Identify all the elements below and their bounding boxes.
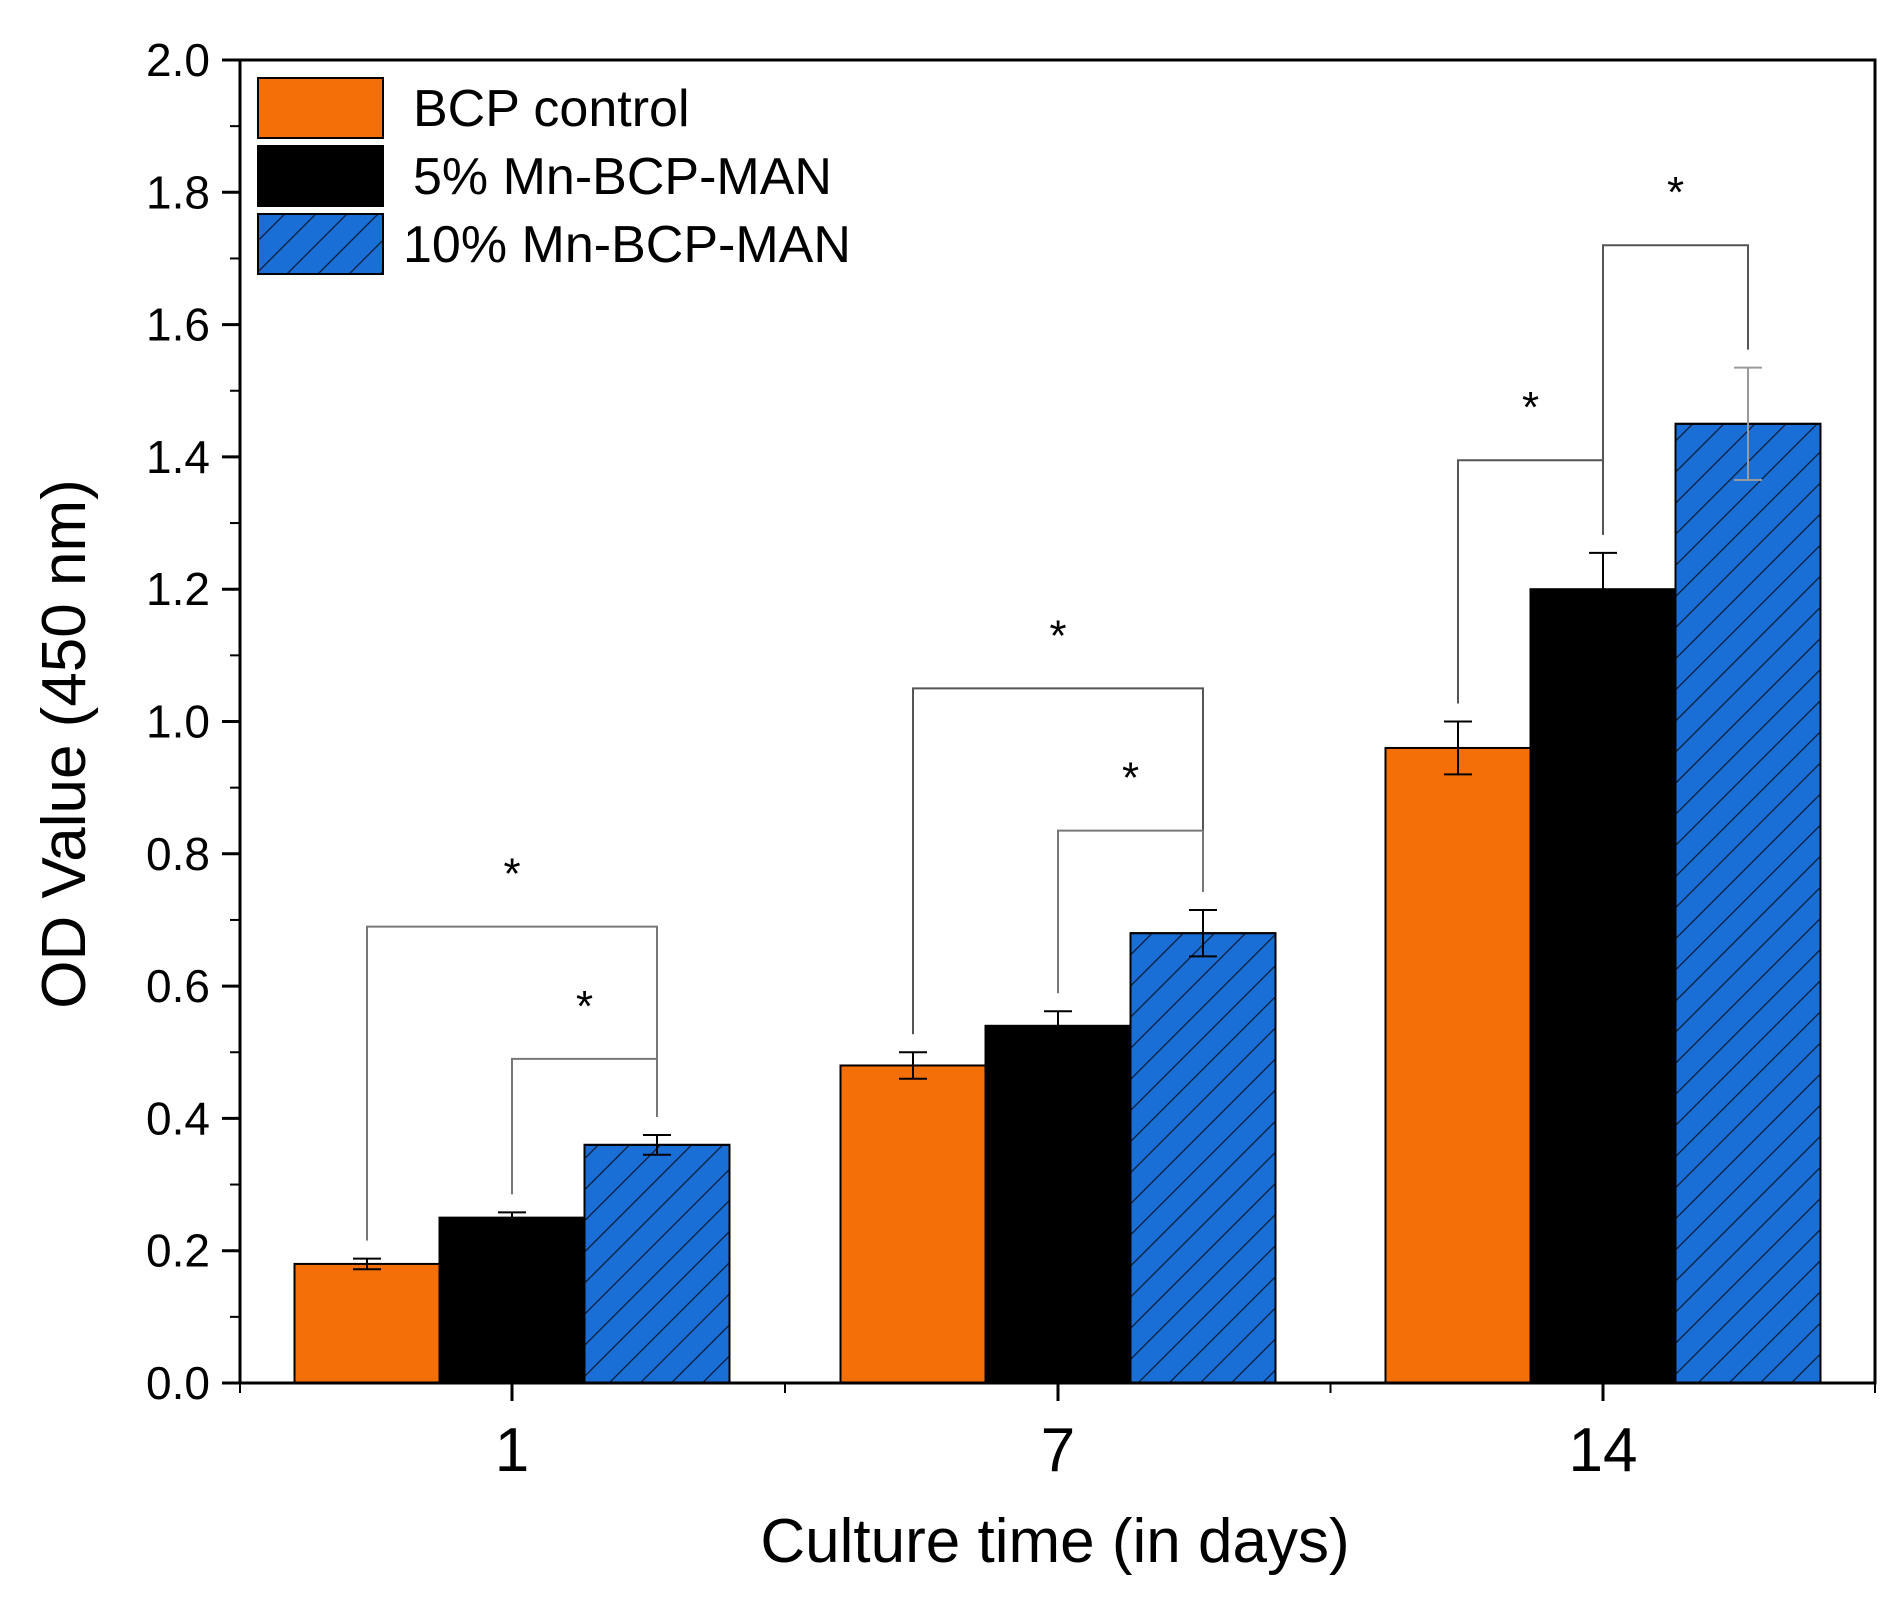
error-bars-layer xyxy=(353,366,1762,1271)
legend-label-2: 5% Mn-BCP-MAN xyxy=(413,148,832,206)
y-tick-label: 0.0 xyxy=(146,1357,210,1409)
bar-1-day-14 xyxy=(1384,746,1532,1384)
x-axis-title: Culture time (in days) xyxy=(760,1507,1349,1576)
significance-star: * xyxy=(576,982,593,1031)
bar-1-day-1 xyxy=(293,1262,441,1385)
legend-label-3: 10% Mn-BCP-MAN xyxy=(403,216,851,274)
y-tick-label: 1.6 xyxy=(146,299,210,351)
significance-star: * xyxy=(1667,168,1684,217)
y-tick-label: 1.8 xyxy=(146,166,210,218)
y-tick-label: 0.6 xyxy=(146,960,210,1012)
bars-layer xyxy=(293,422,1822,1385)
legend-swatch-hatch xyxy=(257,213,384,275)
significance-bracket xyxy=(1602,244,1749,535)
bar-hatch-3-day-1 xyxy=(583,1143,731,1384)
legend: BCP control 5% Mn-BCP-MAN 10% Mn-BCP-MAN xyxy=(257,77,851,275)
y-tick-label: 0.8 xyxy=(146,828,210,880)
x-tick-label: 7 xyxy=(1041,1416,1075,1485)
bar-hatch-3-day-7 xyxy=(1129,932,1277,1384)
significance-layer: * * * * * * xyxy=(366,168,1749,1241)
bar-2-day-1 xyxy=(438,1216,586,1384)
x-tick-label: 1 xyxy=(495,1416,529,1485)
legend-swatch-2 xyxy=(257,145,384,207)
significance-star: * xyxy=(1122,754,1139,803)
legend-label-1: BCP control xyxy=(413,80,690,138)
y-tick-label: 0.2 xyxy=(146,1225,210,1277)
y-tick-label: 1.0 xyxy=(146,696,210,748)
y-tick-label: 1.2 xyxy=(146,563,210,615)
y-tick-label: 0.4 xyxy=(146,1092,210,1144)
axes-layer: 0.0 0.2 0.4 0.6 0.8 1.0 1.2 1.4 1.6 1.8 2.0 1 7 14 xyxy=(146,34,1877,1485)
significance-star: * xyxy=(1049,611,1066,660)
significance-bracket xyxy=(511,1057,658,1195)
significance-star: * xyxy=(1522,383,1539,432)
bar-2-day-7 xyxy=(984,1024,1132,1385)
significance-bracket xyxy=(1057,829,1204,994)
significance-bracket xyxy=(912,687,1204,1035)
significance-bracket xyxy=(366,925,658,1241)
bar-1-day-7 xyxy=(839,1064,987,1384)
bar-hatch-3-day-14 xyxy=(1674,422,1822,1384)
y-tick-label: 1.4 xyxy=(146,431,210,483)
y-tick-label: 2.0 xyxy=(146,34,210,86)
significance-star: * xyxy=(503,850,520,899)
x-tick-label: 14 xyxy=(1569,1416,1638,1485)
y-axis-title: OD Value (450 nm) xyxy=(30,479,99,1009)
bar-2-day-14 xyxy=(1529,588,1677,1384)
legend-swatch-1 xyxy=(257,77,384,139)
